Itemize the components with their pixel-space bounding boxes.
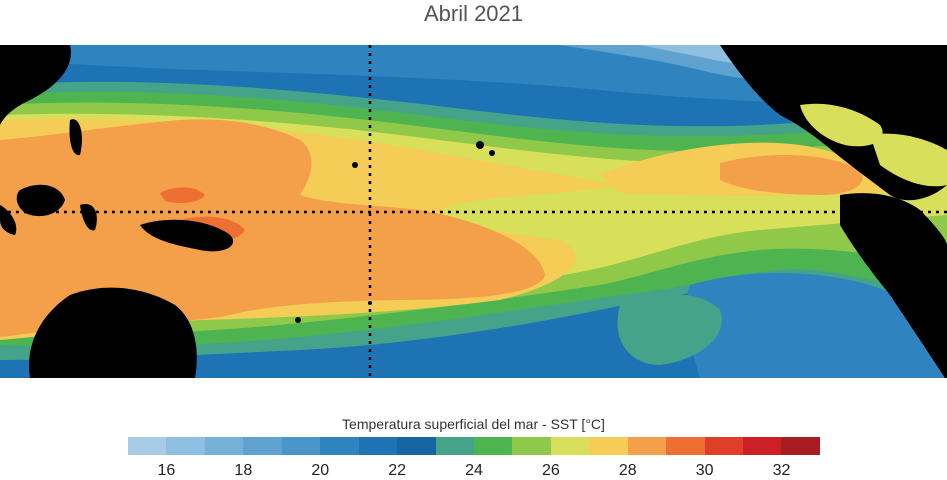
- colorbar-swatch: [128, 437, 167, 455]
- land-asia: [0, 45, 71, 125]
- land-caribbean-water: [870, 133, 947, 187]
- colorbar-tick-label: 26: [541, 462, 560, 479]
- land-hawaii-1: [476, 141, 484, 149]
- colorbar-title: Temperatura superficial del mar - SST [°…: [342, 416, 605, 432]
- hot-spot-1: [160, 187, 205, 203]
- colorbar-tick-label: 30: [695, 462, 714, 479]
- colorbar-swatch: [281, 437, 321, 455]
- colorbar-swatch: [435, 437, 474, 455]
- colorbar-tick-label: 16: [157, 462, 176, 479]
- colorbar: [128, 437, 820, 455]
- source-note: Fuente: NOAA Optimum Interpolation (OI) …: [599, 396, 946, 407]
- colorbar-swatch: [627, 437, 667, 455]
- colorbar-swatch: [166, 437, 205, 455]
- east-warm-core: [720, 154, 863, 195]
- colorbar-swatch: [397, 437, 436, 455]
- colorbar-swatch: [358, 437, 398, 455]
- colorbar-ticks: 16 18 20 22 24 26 28 30 32: [0, 462, 947, 480]
- colorbar-tick-label: 20: [311, 462, 330, 479]
- colorbar-tick-label: 28: [618, 462, 637, 479]
- colorbar-swatch: [550, 437, 590, 455]
- land-philippines: [69, 119, 82, 156]
- colorbar-swatch: [704, 437, 743, 455]
- land-island-1: [352, 162, 358, 168]
- se-cool-tongue: [685, 273, 947, 378]
- land-australia: [29, 287, 197, 378]
- sst-map: Fuente: NOAA Optimum Interpolation (OI) …: [0, 45, 947, 407]
- land-new-guinea: [140, 219, 234, 252]
- land-gulf-mexico-water: [800, 103, 883, 147]
- colorbar-swatch: [243, 437, 282, 455]
- colorbar-swatch: [743, 437, 782, 455]
- colorbar-swatch: [666, 437, 705, 455]
- land-borneo: [16, 184, 65, 217]
- land-sulawesi: [80, 204, 97, 231]
- warm-pool-north: [40, 124, 302, 201]
- colorbar-tick-label: 32: [772, 462, 791, 479]
- colorbar-swatch: [781, 437, 820, 455]
- land-hawaii-2: [489, 150, 495, 156]
- colorbar-swatch: [512, 437, 551, 455]
- colorbar-swatch: [473, 437, 513, 455]
- map-title: Abril 2021: [423, 1, 524, 26]
- land-sumatra: [0, 205, 17, 235]
- colorbar-tick-label: 24: [465, 462, 483, 479]
- colorbar-swatch: [320, 437, 359, 455]
- se-teal-patch: [617, 294, 722, 365]
- colorbar-swatch: [589, 437, 628, 455]
- land-island-2: [295, 317, 301, 323]
- colorbar-tick-label: 18: [234, 462, 253, 479]
- land-south-america: [840, 193, 947, 378]
- colorbar-tick-label: 22: [388, 462, 406, 479]
- colorbar-swatch: [204, 437, 244, 455]
